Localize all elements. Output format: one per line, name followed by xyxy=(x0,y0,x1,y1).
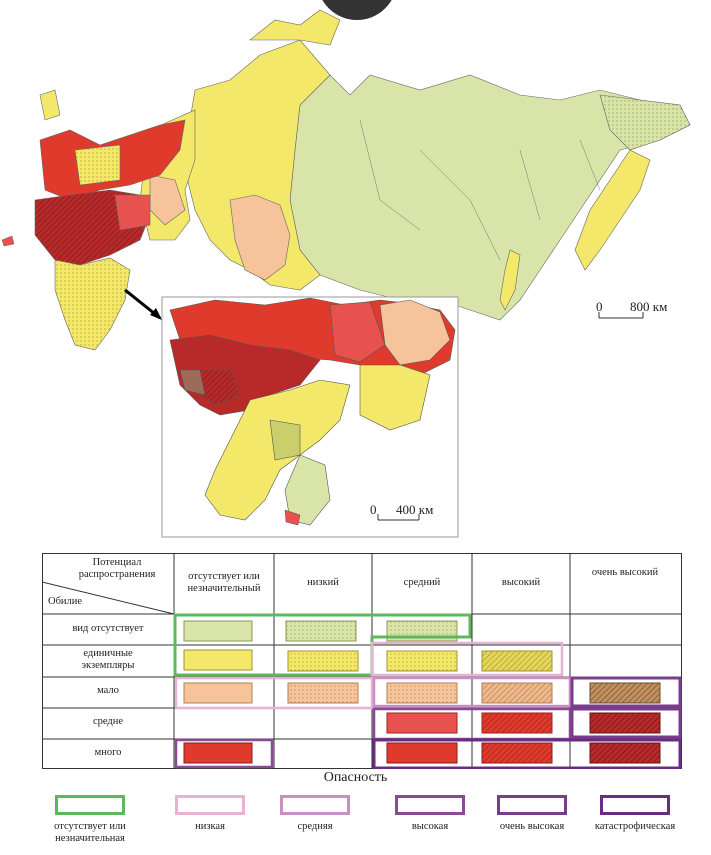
region-peach-siberia xyxy=(229,194,291,281)
legend-box-catastrophic xyxy=(600,795,670,815)
legend-item-medium: средняя xyxy=(265,795,365,833)
legend-label-low: низкая xyxy=(195,821,225,832)
legend-box-medium xyxy=(280,795,350,815)
swatch-r4-c3 xyxy=(481,742,553,764)
inset-map xyxy=(169,297,456,526)
region-east xyxy=(289,74,691,321)
scale-inset-zero: 0 xyxy=(370,502,377,517)
region-taymyr xyxy=(249,9,341,46)
frame-medium xyxy=(372,676,572,708)
legend-label-medium: средняя xyxy=(297,821,333,832)
row-header-0: вид отсутствует xyxy=(72,623,144,634)
legend-box-high xyxy=(395,795,465,815)
swatch-r2-c3 xyxy=(481,682,553,704)
swatch-r4-c4 xyxy=(589,742,661,764)
legend-item-high: высокая xyxy=(380,795,480,833)
scale-bar-inset xyxy=(377,514,420,521)
region-borders-east xyxy=(359,119,601,261)
frame-low-row2 xyxy=(174,676,374,710)
swatch-r3-c4 xyxy=(589,712,661,734)
top-circle-decoration xyxy=(322,0,392,20)
legend-label-very-high: очень высокая xyxy=(499,821,565,832)
scale-inset-value: 400 км xyxy=(396,502,433,517)
frame-low-row1 xyxy=(370,641,564,677)
zoom-arrow-head xyxy=(150,308,162,320)
russia-risk-map: 0 800 км 0 400 км xyxy=(1,0,691,538)
swatch-r1-c2 xyxy=(386,650,458,672)
legend-label-none: отсутствует или незначительная xyxy=(54,821,126,844)
scale-main-value: 800 км xyxy=(630,299,667,314)
legend-box-very-high xyxy=(497,795,567,815)
swatch-r2-c4 xyxy=(589,682,661,704)
swatch-r3-c2 xyxy=(386,712,458,734)
swatch-r0-c0 xyxy=(183,620,253,642)
legend-title: Опасность xyxy=(323,770,388,785)
swatch-r2-c2 xyxy=(386,682,458,704)
corner-header-top: Потенциал распространения xyxy=(78,557,156,580)
region-kamchatka xyxy=(574,149,651,271)
frame-high-row4 xyxy=(174,738,274,769)
frame-very-high-2 xyxy=(570,707,682,739)
col-header-3: высокий xyxy=(501,577,541,588)
swatch-r1-c1 xyxy=(287,650,359,672)
legend-box-low xyxy=(175,795,245,815)
col-header-1: низкий xyxy=(307,577,339,588)
swatch-r4-c2 xyxy=(386,742,458,764)
row-header-4: много xyxy=(94,747,122,758)
swatch-r2-c0 xyxy=(183,682,253,704)
col-header-0: отсутствует или незначительный xyxy=(187,571,261,594)
legend-box-none xyxy=(55,795,125,815)
region-komi xyxy=(74,144,121,186)
frame-none xyxy=(173,613,472,677)
risk-matrix-table: Потенциал распространения Обилие отсутст… xyxy=(42,553,682,769)
legend-item-none: отсутствует или незначительная xyxy=(40,795,140,845)
legend-label-high: высокая xyxy=(411,821,449,832)
row-header-2: мало xyxy=(97,685,119,696)
scale-main-zero: 0 xyxy=(596,299,603,314)
legend-item-very-high: очень высокая xyxy=(482,795,582,833)
col-header-4: очень высокий xyxy=(591,567,659,578)
legend-item-low: низкая xyxy=(160,795,260,833)
row-header-3: средне xyxy=(92,716,124,727)
map-area: 0 800 км 0 400 км xyxy=(1,0,691,538)
legend-label-catastrophic: катастрофическая xyxy=(594,821,676,832)
corner-header-bottom: Обилие xyxy=(48,596,83,607)
swatch-r1-c0 xyxy=(183,649,253,671)
swatch-r4-c0 xyxy=(183,742,253,764)
swatch-r1-c3 xyxy=(481,650,553,672)
row-header-1: единичные экземпляры xyxy=(81,648,135,671)
swatch-r3-c3 xyxy=(481,712,553,734)
swatch-r0-c1 xyxy=(285,620,357,642)
region-sakhalin xyxy=(499,249,521,311)
legend-item-catastrophic: катастрофическая xyxy=(585,795,685,833)
region-kaliningrad xyxy=(1,235,15,247)
region-kola xyxy=(39,89,61,121)
swatch-r2-c1 xyxy=(287,682,359,704)
region-chukotka xyxy=(599,94,691,151)
matrix-swatches xyxy=(173,613,682,769)
region-south xyxy=(54,257,131,351)
frame-very-high xyxy=(570,676,682,708)
region-volga xyxy=(114,194,151,231)
frame-catastrophic xyxy=(372,738,682,769)
scale-bar-main xyxy=(598,312,644,319)
col-header-2: средний xyxy=(403,577,441,588)
